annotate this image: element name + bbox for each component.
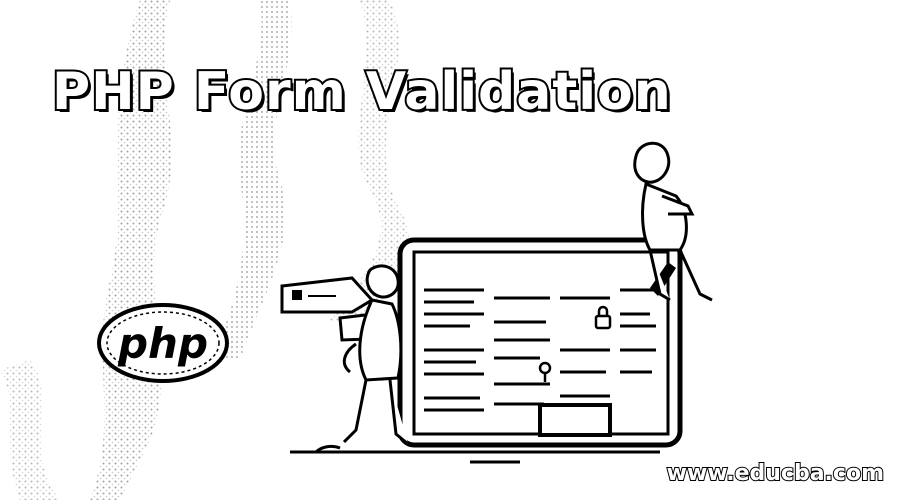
person-left-illustration-icon bbox=[314, 264, 409, 454]
banner-title: PHP Form Validation bbox=[50, 60, 673, 124]
website-link[interactable]: www.educba.com bbox=[666, 460, 885, 487]
php-logo-text: php bbox=[117, 319, 208, 368]
monitor-illustration-icon bbox=[290, 237, 683, 464]
php-logo-icon: php bbox=[97, 303, 229, 383]
person-illustration-icon bbox=[633, 141, 713, 302]
